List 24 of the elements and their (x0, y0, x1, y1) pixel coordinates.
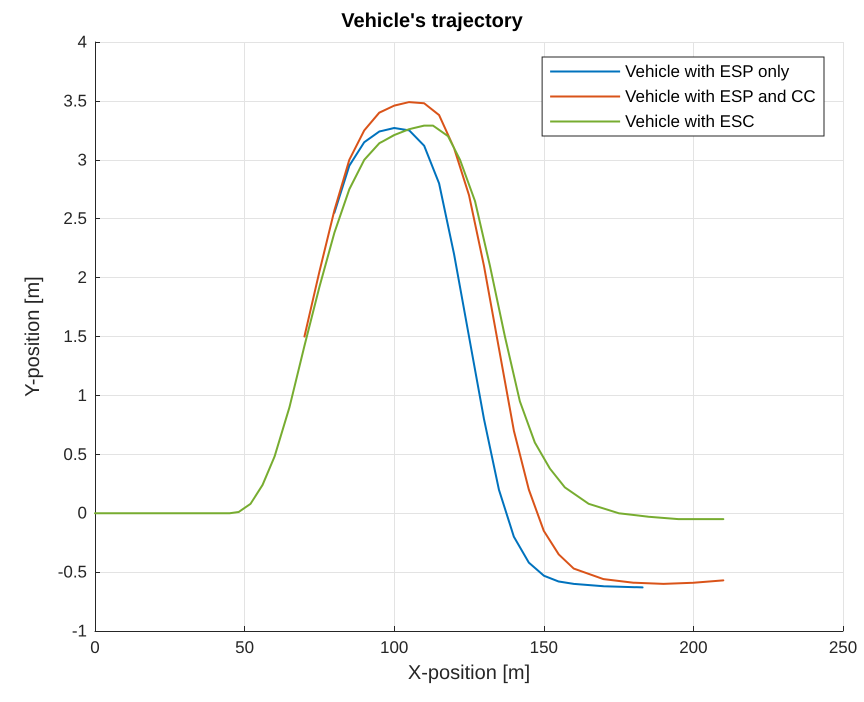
y-tick-label: 3.5 (63, 91, 87, 110)
x-axis-title: X-position [m] (408, 662, 530, 684)
y-tick-label: 0.5 (63, 444, 87, 464)
y-tick-label: -1 (72, 622, 87, 640)
x-tick-label: 150 (530, 638, 558, 657)
chart-title: Vehicle's trajectory (341, 10, 524, 32)
x-tick-label: 250 (828, 638, 858, 657)
y-tick-label: 2.5 (63, 209, 87, 228)
line-series (333, 126, 644, 588)
x-tick-label: 50 (235, 638, 254, 657)
y-tick-label: 3 (78, 150, 87, 170)
y-tick-label: 2 (78, 268, 87, 288)
x-tick-label: 100 (380, 638, 408, 657)
x-tick-label: 0 (90, 638, 100, 657)
y-tick-label: 1.5 (63, 327, 87, 346)
y-tick-label: 0 (78, 504, 87, 523)
legend-label: Vehicle with ESP and CC (625, 87, 816, 106)
y-tick-label: 1 (78, 386, 87, 405)
x-tick-label: 200 (679, 638, 708, 657)
legend-label: Vehicle with ESC (625, 112, 755, 131)
y-tick-label: -0.5 (58, 562, 87, 582)
y-axis-title: Y-position [m] (22, 276, 44, 397)
y-tick-label: 4 (78, 32, 87, 52)
legend-label: Vehicle with ESP only (625, 62, 790, 81)
